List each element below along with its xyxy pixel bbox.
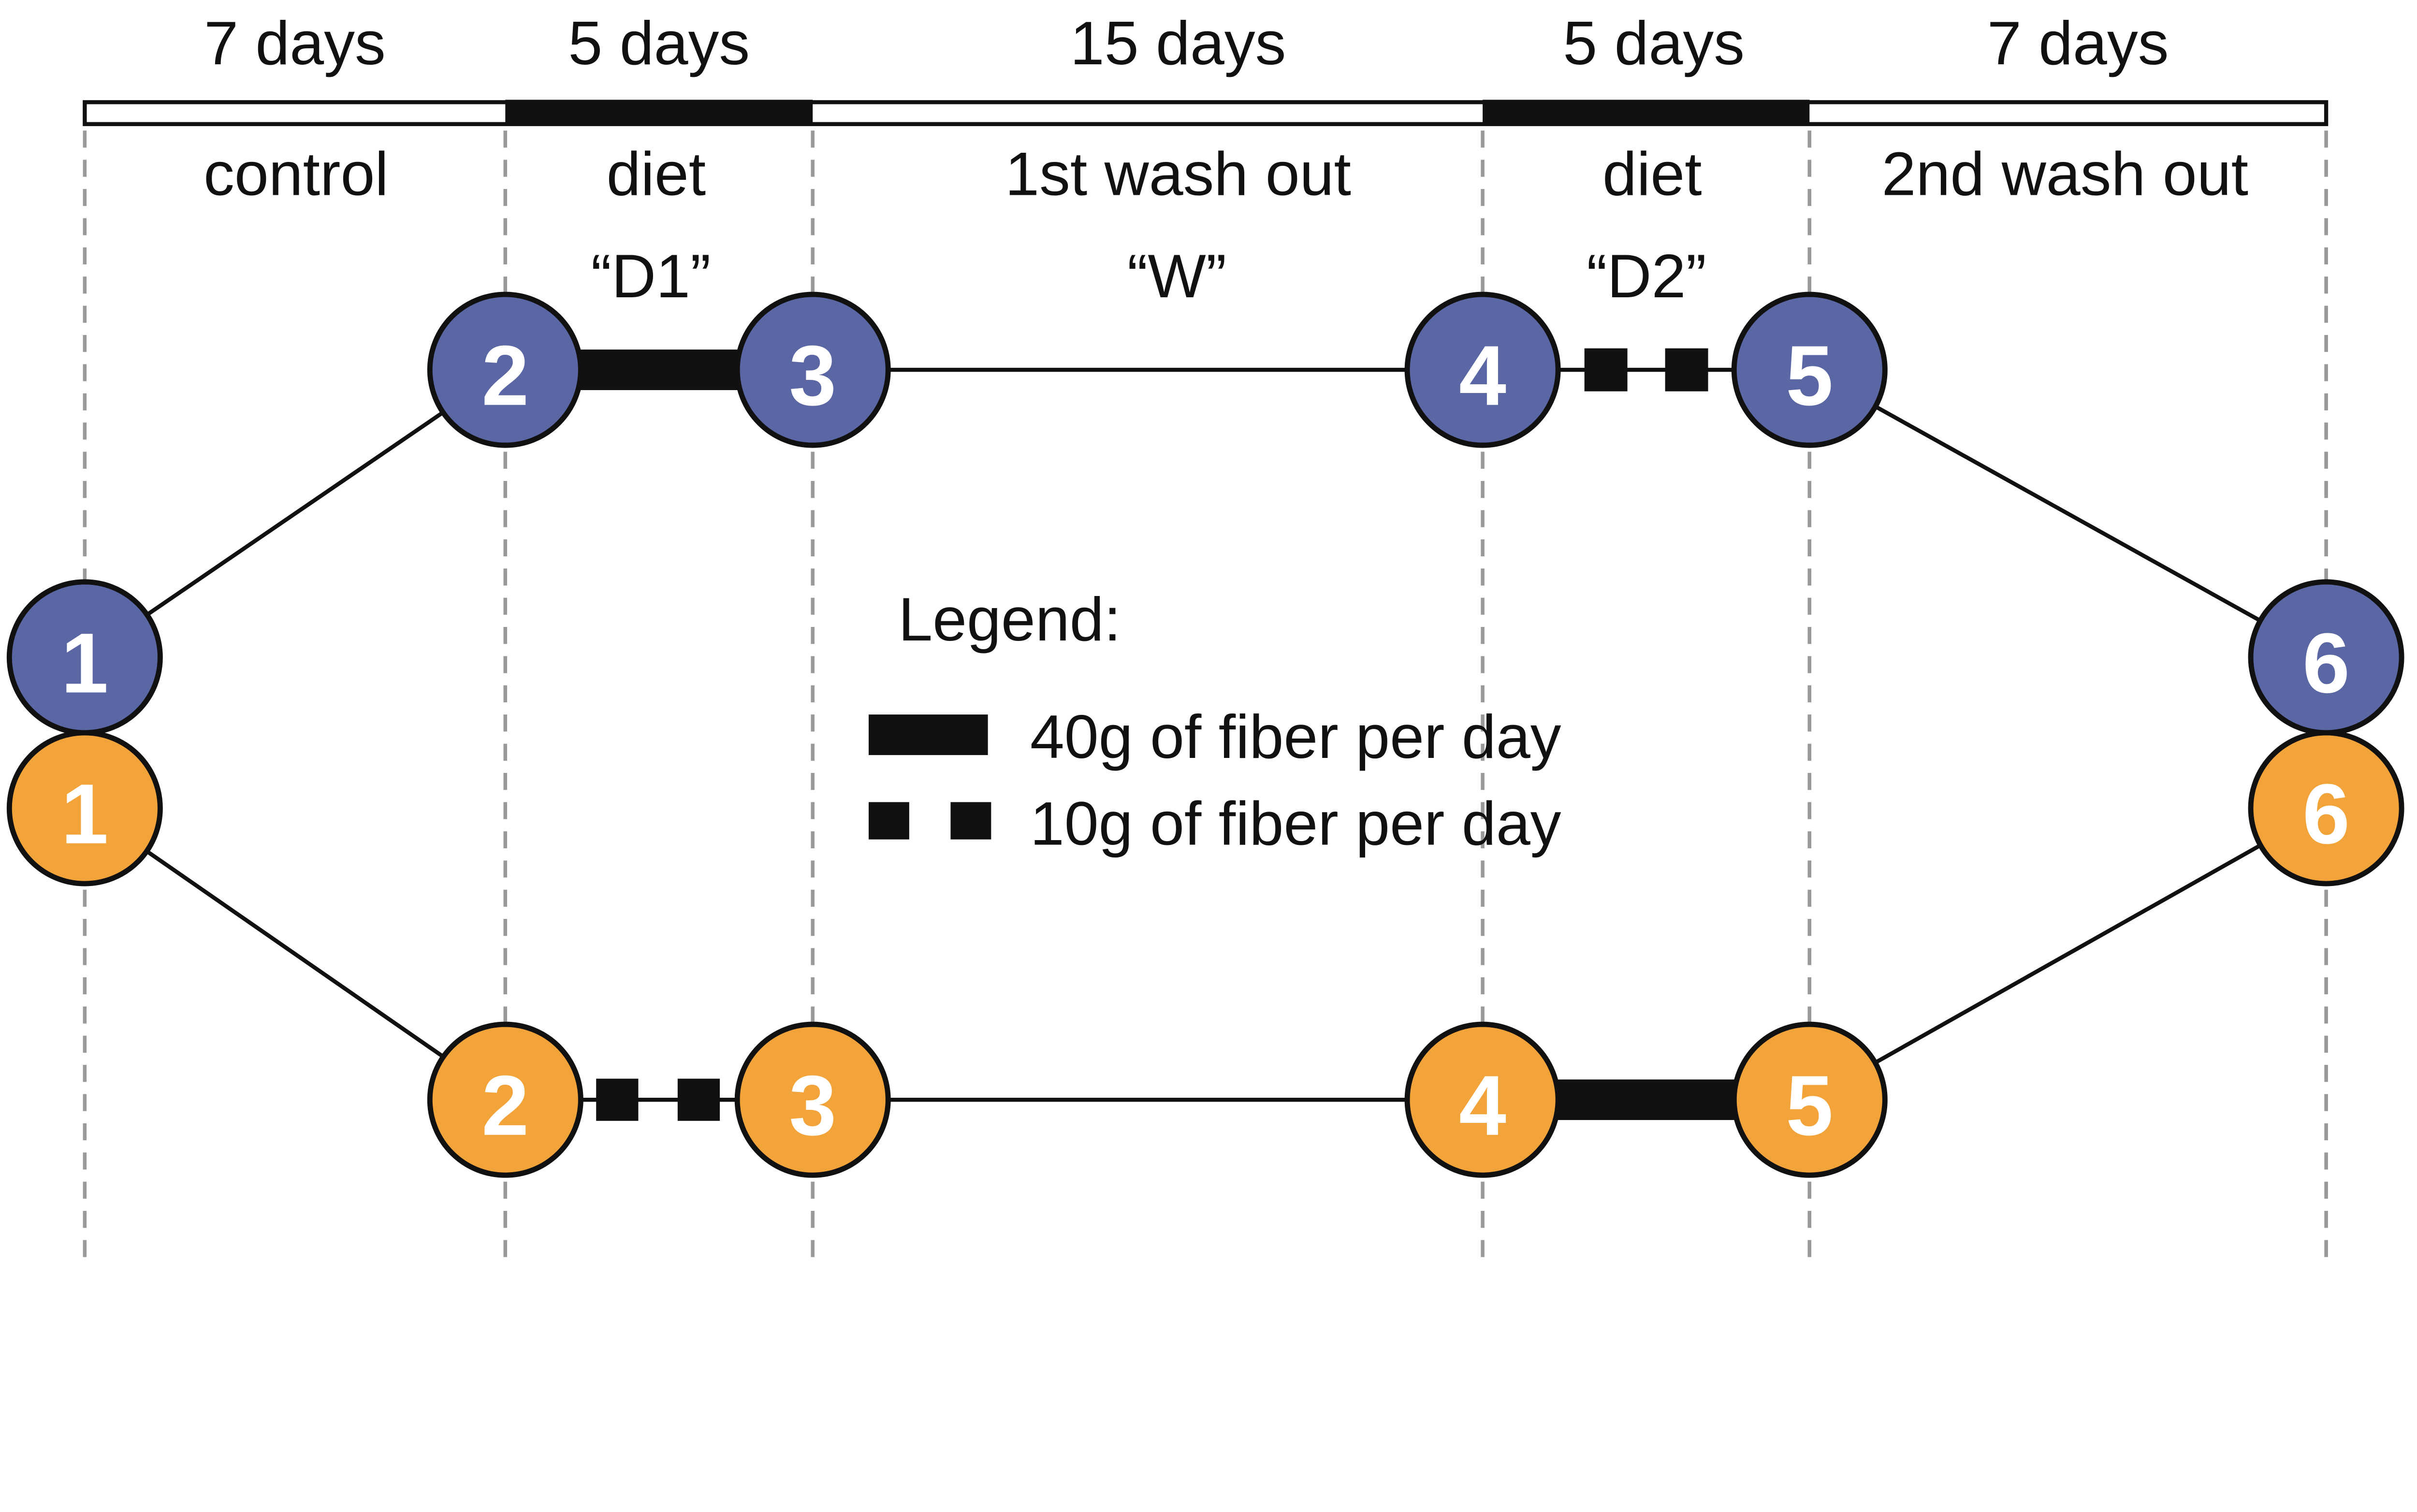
code-label-d1: “D1” — [591, 242, 711, 311]
orange-node-2-number: 2 — [481, 1059, 529, 1153]
blue-node-3 — [734, 291, 891, 448]
timeline-bar-outline — [83, 100, 2329, 126]
study-design-diagram: 7 days 5 days 15 days 5 days 7 days cont… — [6, 9, 2404, 1262]
duration-label-5: 7 days — [1987, 9, 2169, 78]
legend-10g-label: 10g of fiber per day — [1030, 790, 1561, 858]
orange-arm-10g-square-2 — [677, 1078, 720, 1121]
orange-node-6 — [2248, 730, 2404, 887]
timeline-bar — [83, 100, 2329, 126]
orange-node-3-number: 3 — [789, 1059, 836, 1153]
orange-node-6-number: 6 — [2302, 767, 2350, 862]
blue-node-5-number: 5 — [1786, 329, 1833, 423]
legend-40g-swatch — [868, 714, 988, 756]
timeline-diet2-segment — [1483, 100, 1810, 126]
legend-40g-label: 40g of fiber per day — [1030, 703, 1561, 771]
blue-line-5-6 — [1808, 368, 2328, 659]
orange-node-4 — [1404, 1021, 1561, 1178]
blue-node-6-number: 6 — [2302, 616, 2350, 711]
duration-label-3: 15 days — [1070, 9, 1286, 78]
period-label-washout1: 1st wash out — [1005, 140, 1351, 209]
blue-node-4 — [1404, 291, 1561, 448]
blue-node-2 — [427, 291, 583, 448]
blue-node-3-number: 3 — [789, 329, 836, 423]
orange-node-4-number: 4 — [1459, 1059, 1506, 1153]
legend: Legend: 40g of fiber per day 10g of fibe… — [868, 585, 1561, 858]
orange-node-5 — [1731, 1021, 1888, 1178]
orange-node-5-number: 5 — [1786, 1059, 1833, 1153]
duration-label-1: 7 days — [204, 9, 386, 78]
orange-node-1 — [6, 730, 163, 887]
blue-arm-nodes: 1 2 3 4 5 6 — [6, 291, 2404, 736]
period-label-control: control — [204, 140, 389, 209]
blue-arm-10g-square-1 — [1584, 348, 1628, 392]
duration-label-4: 5 days — [1563, 9, 1745, 78]
code-label-d2: “D2” — [1587, 242, 1706, 311]
orange-line-1-2 — [83, 806, 507, 1102]
orange-node-3 — [734, 1021, 891, 1178]
orange-node-1-number: 1 — [61, 767, 108, 862]
legend-title: Legend: — [898, 585, 1121, 654]
orange-line-5-6 — [1808, 806, 2328, 1102]
period-labels: control diet 1st wash out diet 2nd wash … — [204, 140, 2248, 209]
blue-line-1-2 — [83, 368, 507, 659]
blue-node-4-number: 4 — [1459, 329, 1506, 423]
orange-arm-nodes: 1 2 3 4 5 6 — [6, 730, 2404, 1178]
period-label-diet1: diet — [607, 140, 706, 209]
code-labels: “D1” “W” “D2” — [591, 242, 1706, 311]
legend-10g-swatch-2 — [950, 802, 991, 840]
legend-10g-swatch-1 — [868, 802, 909, 840]
period-label-washout2: 2nd wash out — [1882, 140, 2248, 209]
blue-node-1-number: 1 — [61, 616, 108, 711]
code-label-w: “W” — [1127, 242, 1226, 311]
duration-labels: 7 days 5 days 15 days 5 days 7 days — [204, 9, 2169, 78]
period-label-diet2: diet — [1602, 140, 1702, 209]
orange-arm-10g-square-1 — [596, 1078, 639, 1121]
blue-arm-10g-square-2 — [1665, 348, 1708, 392]
duration-label-2: 5 days — [568, 9, 750, 78]
blue-node-2-number: 2 — [481, 329, 529, 423]
orange-node-2 — [427, 1021, 583, 1178]
blue-node-5 — [1731, 291, 1888, 448]
timeline-diet1-segment — [505, 100, 813, 126]
